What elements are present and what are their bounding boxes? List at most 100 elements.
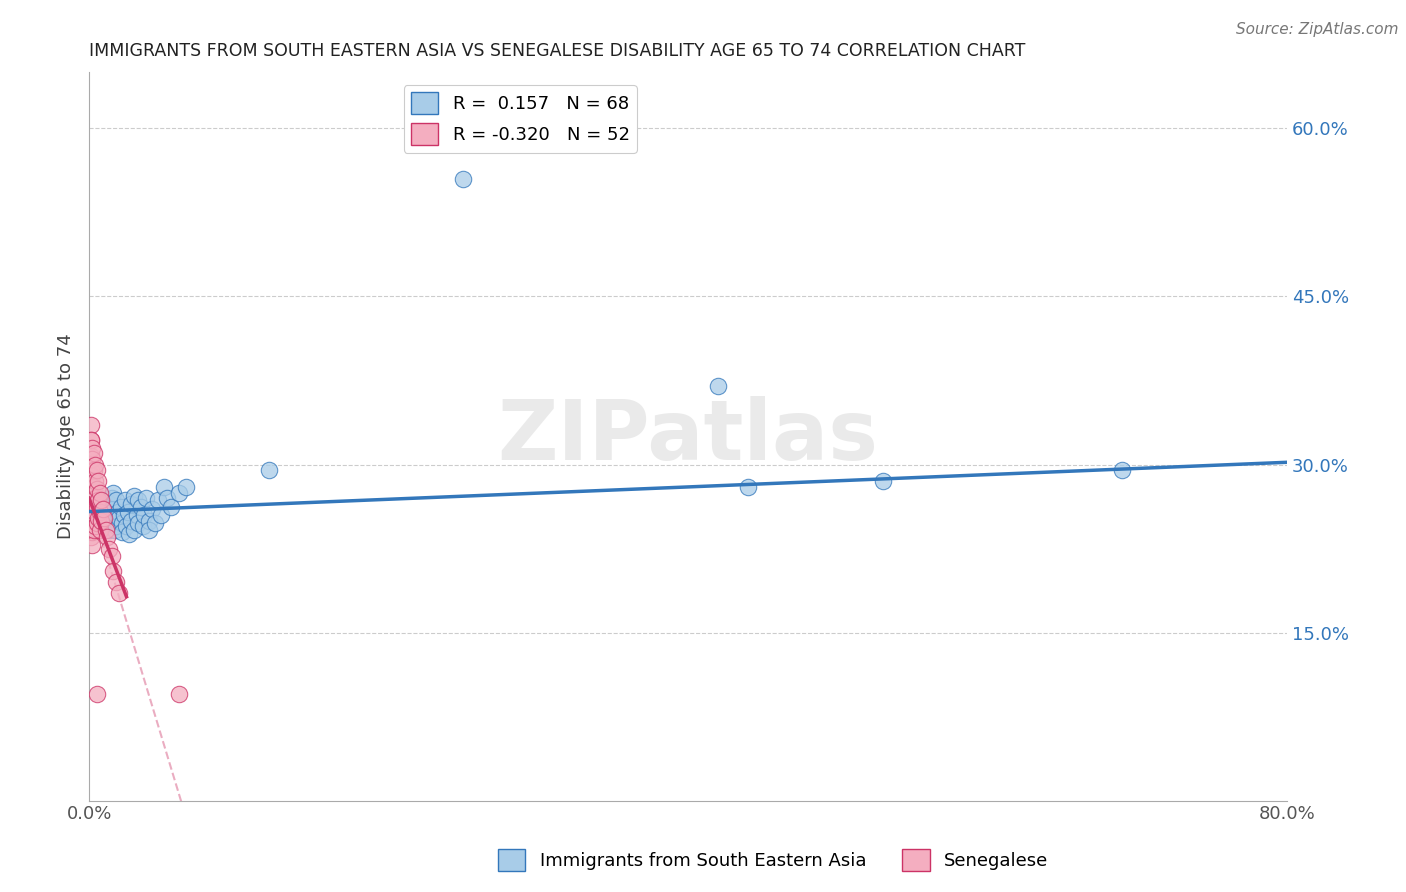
- Point: [79, 433, 101, 447]
- Point: [141, 502, 163, 516]
- Text: ZIPatlas: ZIPatlas: [498, 396, 879, 477]
- Point: [87, 475, 110, 489]
- Point: [80, 511, 103, 525]
- Point: [97, 523, 120, 537]
- Point: [94, 493, 117, 508]
- Point: [87, 514, 110, 528]
- Point: [132, 519, 155, 533]
- Point: [108, 511, 131, 525]
- Point: [93, 502, 115, 516]
- Point: [96, 519, 118, 533]
- Point: [111, 524, 134, 539]
- Point: [84, 502, 107, 516]
- Point: [111, 516, 134, 530]
- Point: [138, 514, 160, 528]
- Point: [86, 463, 108, 477]
- Point: [80, 538, 103, 552]
- Point: [90, 493, 112, 508]
- Point: [86, 516, 108, 530]
- Point: [80, 441, 103, 455]
- Point: [101, 485, 124, 500]
- Point: [127, 493, 149, 508]
- Point: [160, 500, 183, 514]
- Point: [83, 508, 105, 522]
- Point: [84, 519, 107, 533]
- Point: [89, 523, 111, 537]
- Point: [156, 491, 179, 505]
- Point: [79, 516, 101, 530]
- Point: [707, 379, 730, 393]
- Point: [79, 477, 101, 491]
- Point: [146, 493, 169, 508]
- Point: [86, 508, 108, 522]
- Point: [84, 491, 107, 505]
- Point: [143, 516, 166, 530]
- Point: [90, 491, 112, 505]
- Point: [453, 172, 475, 186]
- Legend: R =  0.157   N = 68, R = -0.320   N = 52: R = 0.157 N = 68, R = -0.320 N = 52: [404, 85, 637, 153]
- Point: [80, 482, 103, 496]
- Y-axis label: Disability Age 65 to 74: Disability Age 65 to 74: [58, 334, 75, 540]
- Text: IMMIGRANTS FROM SOUTH EASTERN ASIA VS SENEGALESE DISABILITY AGE 65 TO 74 CORRELA: IMMIGRANTS FROM SOUTH EASTERN ASIA VS SE…: [89, 42, 1025, 60]
- Point: [93, 511, 115, 525]
- Point: [86, 497, 108, 511]
- Point: [107, 505, 129, 519]
- Point: [83, 463, 105, 477]
- Point: [83, 493, 105, 508]
- Point: [135, 491, 157, 505]
- Point: [94, 523, 117, 537]
- Point: [79, 449, 101, 463]
- Point: [79, 418, 101, 433]
- Point: [91, 505, 114, 519]
- Point: [89, 507, 111, 521]
- Point: [134, 508, 156, 522]
- Point: [97, 541, 120, 556]
- Point: [80, 451, 103, 466]
- Point: [149, 508, 172, 522]
- Point: [89, 500, 111, 514]
- Text: Source: ZipAtlas.com: Source: ZipAtlas.com: [1236, 22, 1399, 37]
- Point: [89, 485, 111, 500]
- Point: [176, 480, 198, 494]
- Point: [86, 500, 108, 514]
- Point: [872, 475, 894, 489]
- Point: [122, 523, 145, 537]
- Point: [105, 519, 128, 533]
- Point: [93, 511, 115, 525]
- Point: [1111, 463, 1133, 477]
- Point: [80, 524, 103, 539]
- Point: [257, 463, 280, 477]
- Point: [103, 523, 125, 537]
- Point: [80, 468, 103, 483]
- Point: [138, 523, 160, 537]
- Point: [79, 505, 101, 519]
- Point: [83, 505, 105, 519]
- Point: [118, 527, 141, 541]
- Point: [100, 491, 122, 505]
- Point: [91, 502, 114, 516]
- Point: [103, 508, 125, 522]
- Point: [79, 491, 101, 505]
- Point: [79, 530, 101, 544]
- Point: [84, 475, 107, 489]
- Point: [737, 480, 759, 494]
- Point: [91, 497, 114, 511]
- Point: [127, 516, 149, 530]
- Point: [115, 519, 138, 533]
- Point: [105, 493, 128, 508]
- Point: [105, 575, 128, 590]
- Point: [80, 491, 103, 505]
- Point: [101, 564, 124, 578]
- Point: [84, 505, 107, 519]
- Point: [79, 463, 101, 477]
- Point: [101, 502, 124, 516]
- Point: [110, 500, 132, 514]
- Point: [80, 497, 103, 511]
- Point: [96, 500, 118, 514]
- Point: [117, 505, 139, 519]
- Point: [83, 523, 105, 537]
- Point: [100, 511, 122, 525]
- Point: [100, 549, 122, 564]
- Point: [167, 687, 190, 701]
- Point: [120, 497, 142, 511]
